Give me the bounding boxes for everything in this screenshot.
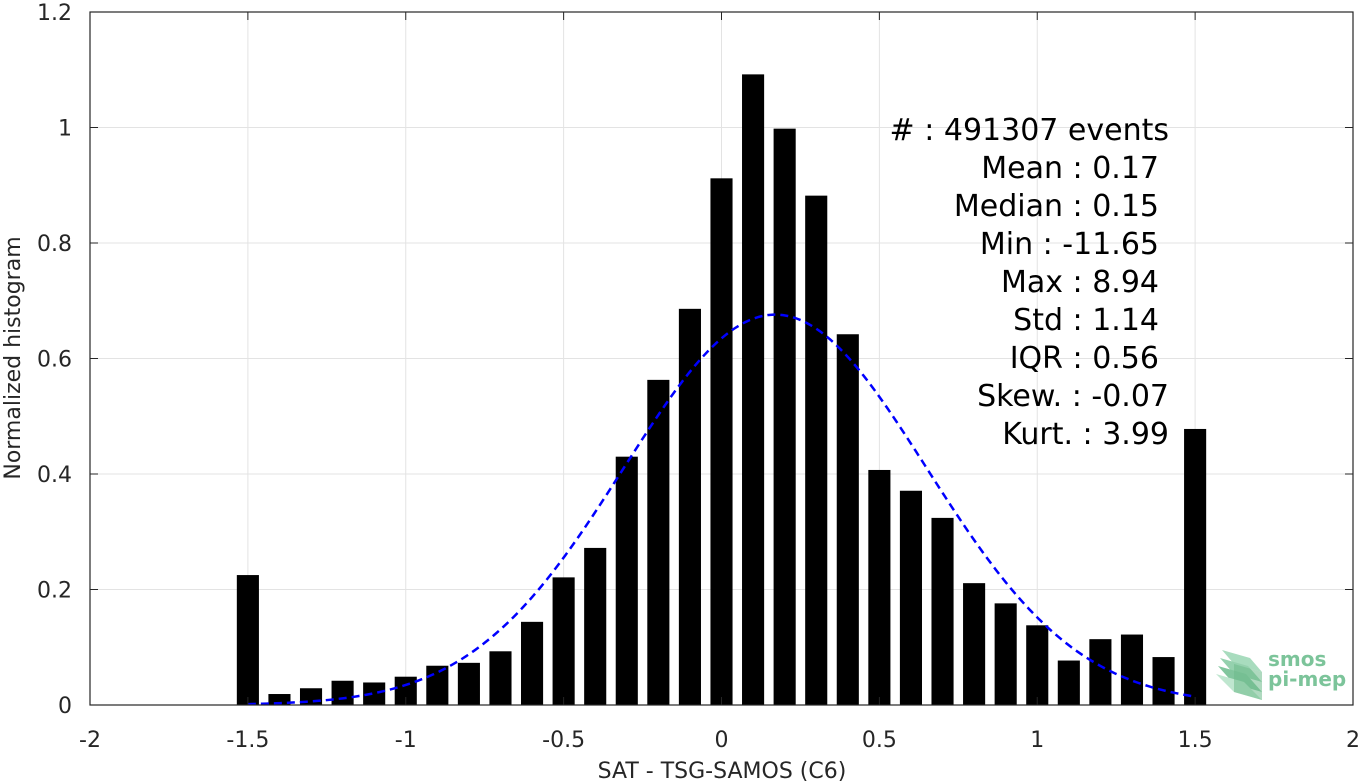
histogram-bar [1057,660,1080,705]
histogram-bar [363,682,386,705]
x-tick-labels: -2 -1.5 -1 -0.5 0 0.5 1 1.5 2 [79,728,1360,753]
histogram-bar [899,490,923,705]
histogram-bar [236,575,259,705]
histogram-bar [426,665,449,705]
logo-line2: pi-mep [1268,667,1346,691]
y-tick-label-5: 1 [58,117,72,142]
histogram-bar [805,195,828,705]
stat-line-0: # : 491307 events [890,113,1169,148]
logo-layers-icon [1216,650,1262,700]
histogram-bar [742,74,765,706]
fit-curve [247,313,1196,706]
stat-line-8: Kurt. : 3.99 [1002,417,1169,452]
x-tick-label-4: 0 [715,728,729,753]
x-tick-label-2: -1 [395,728,417,753]
y-tick-label-3: 0.6 [37,348,72,373]
histogram-bar [552,577,575,705]
histogram-bar [710,178,733,705]
histogram-bar [489,651,512,705]
x-tick-label-6: 1 [1030,728,1044,753]
stat-line-3: Min : -11.65 [980,227,1159,262]
histogram-bar [520,621,544,705]
histogram-bars [236,74,1207,706]
y-tick-label-1: 0.2 [37,579,72,604]
y-tick-label-0: 0 [58,694,72,719]
x-tick-label-5: 0.5 [862,728,897,753]
histogram-bar [331,680,354,705]
histogram-bar [836,334,859,705]
y-tick-label-6: 1.2 [37,1,72,26]
histogram-bar [457,662,480,705]
histogram-bar [1026,625,1049,705]
histogram-bar [647,379,670,705]
histogram-bar [584,547,607,705]
axes-box [89,11,1354,706]
stat-line-7: Skew. : -0.07 [977,379,1169,414]
stat-line-5: Std : 1.14 [1013,303,1159,338]
x-tick-label-1: -1.5 [226,728,269,753]
y-axis-label: Normalized histogram [1,236,26,479]
y-tick-labels: 0 0.2 0.4 0.6 0.8 1 1.2 [37,1,72,719]
histogram-bar [394,676,417,705]
x-tick-label-0: -2 [79,728,101,753]
x-tick-label-3: -0.5 [542,728,585,753]
stat-line-2: Median : 0.15 [954,189,1159,224]
histogram-bar [931,517,954,705]
stat-line-1: Mean : 0.17 [981,151,1159,186]
y-tick-label-2: 0.4 [37,463,72,488]
smos-pimep-logo: smos pi-mep [1216,647,1346,700]
histogram-bar [963,583,986,705]
histogram-bar [868,469,891,705]
y-tick-label-4: 0.8 [37,232,72,257]
histogram-bar [615,456,638,705]
histogram-bar [773,128,796,705]
x-tick-label-8: 2 [1346,728,1360,753]
stat-line-6: IQR : 0.56 [1010,341,1159,376]
stat-line-4: Max : 8.94 [1001,265,1159,300]
histogram-bar [1120,634,1144,705]
x-tick-label-7: 1.5 [1178,728,1213,753]
histogram-bar [268,694,291,705]
histogram-bar [1152,657,1175,705]
histogram-bar [1184,428,1207,705]
x-axis-label: SAT - TSG-SAMOS (C6) [598,759,847,784]
logo-line1: smos [1268,647,1326,671]
histogram-bar [678,308,701,705]
histogram-bar [1089,639,1112,705]
histogram-bar [994,603,1017,705]
